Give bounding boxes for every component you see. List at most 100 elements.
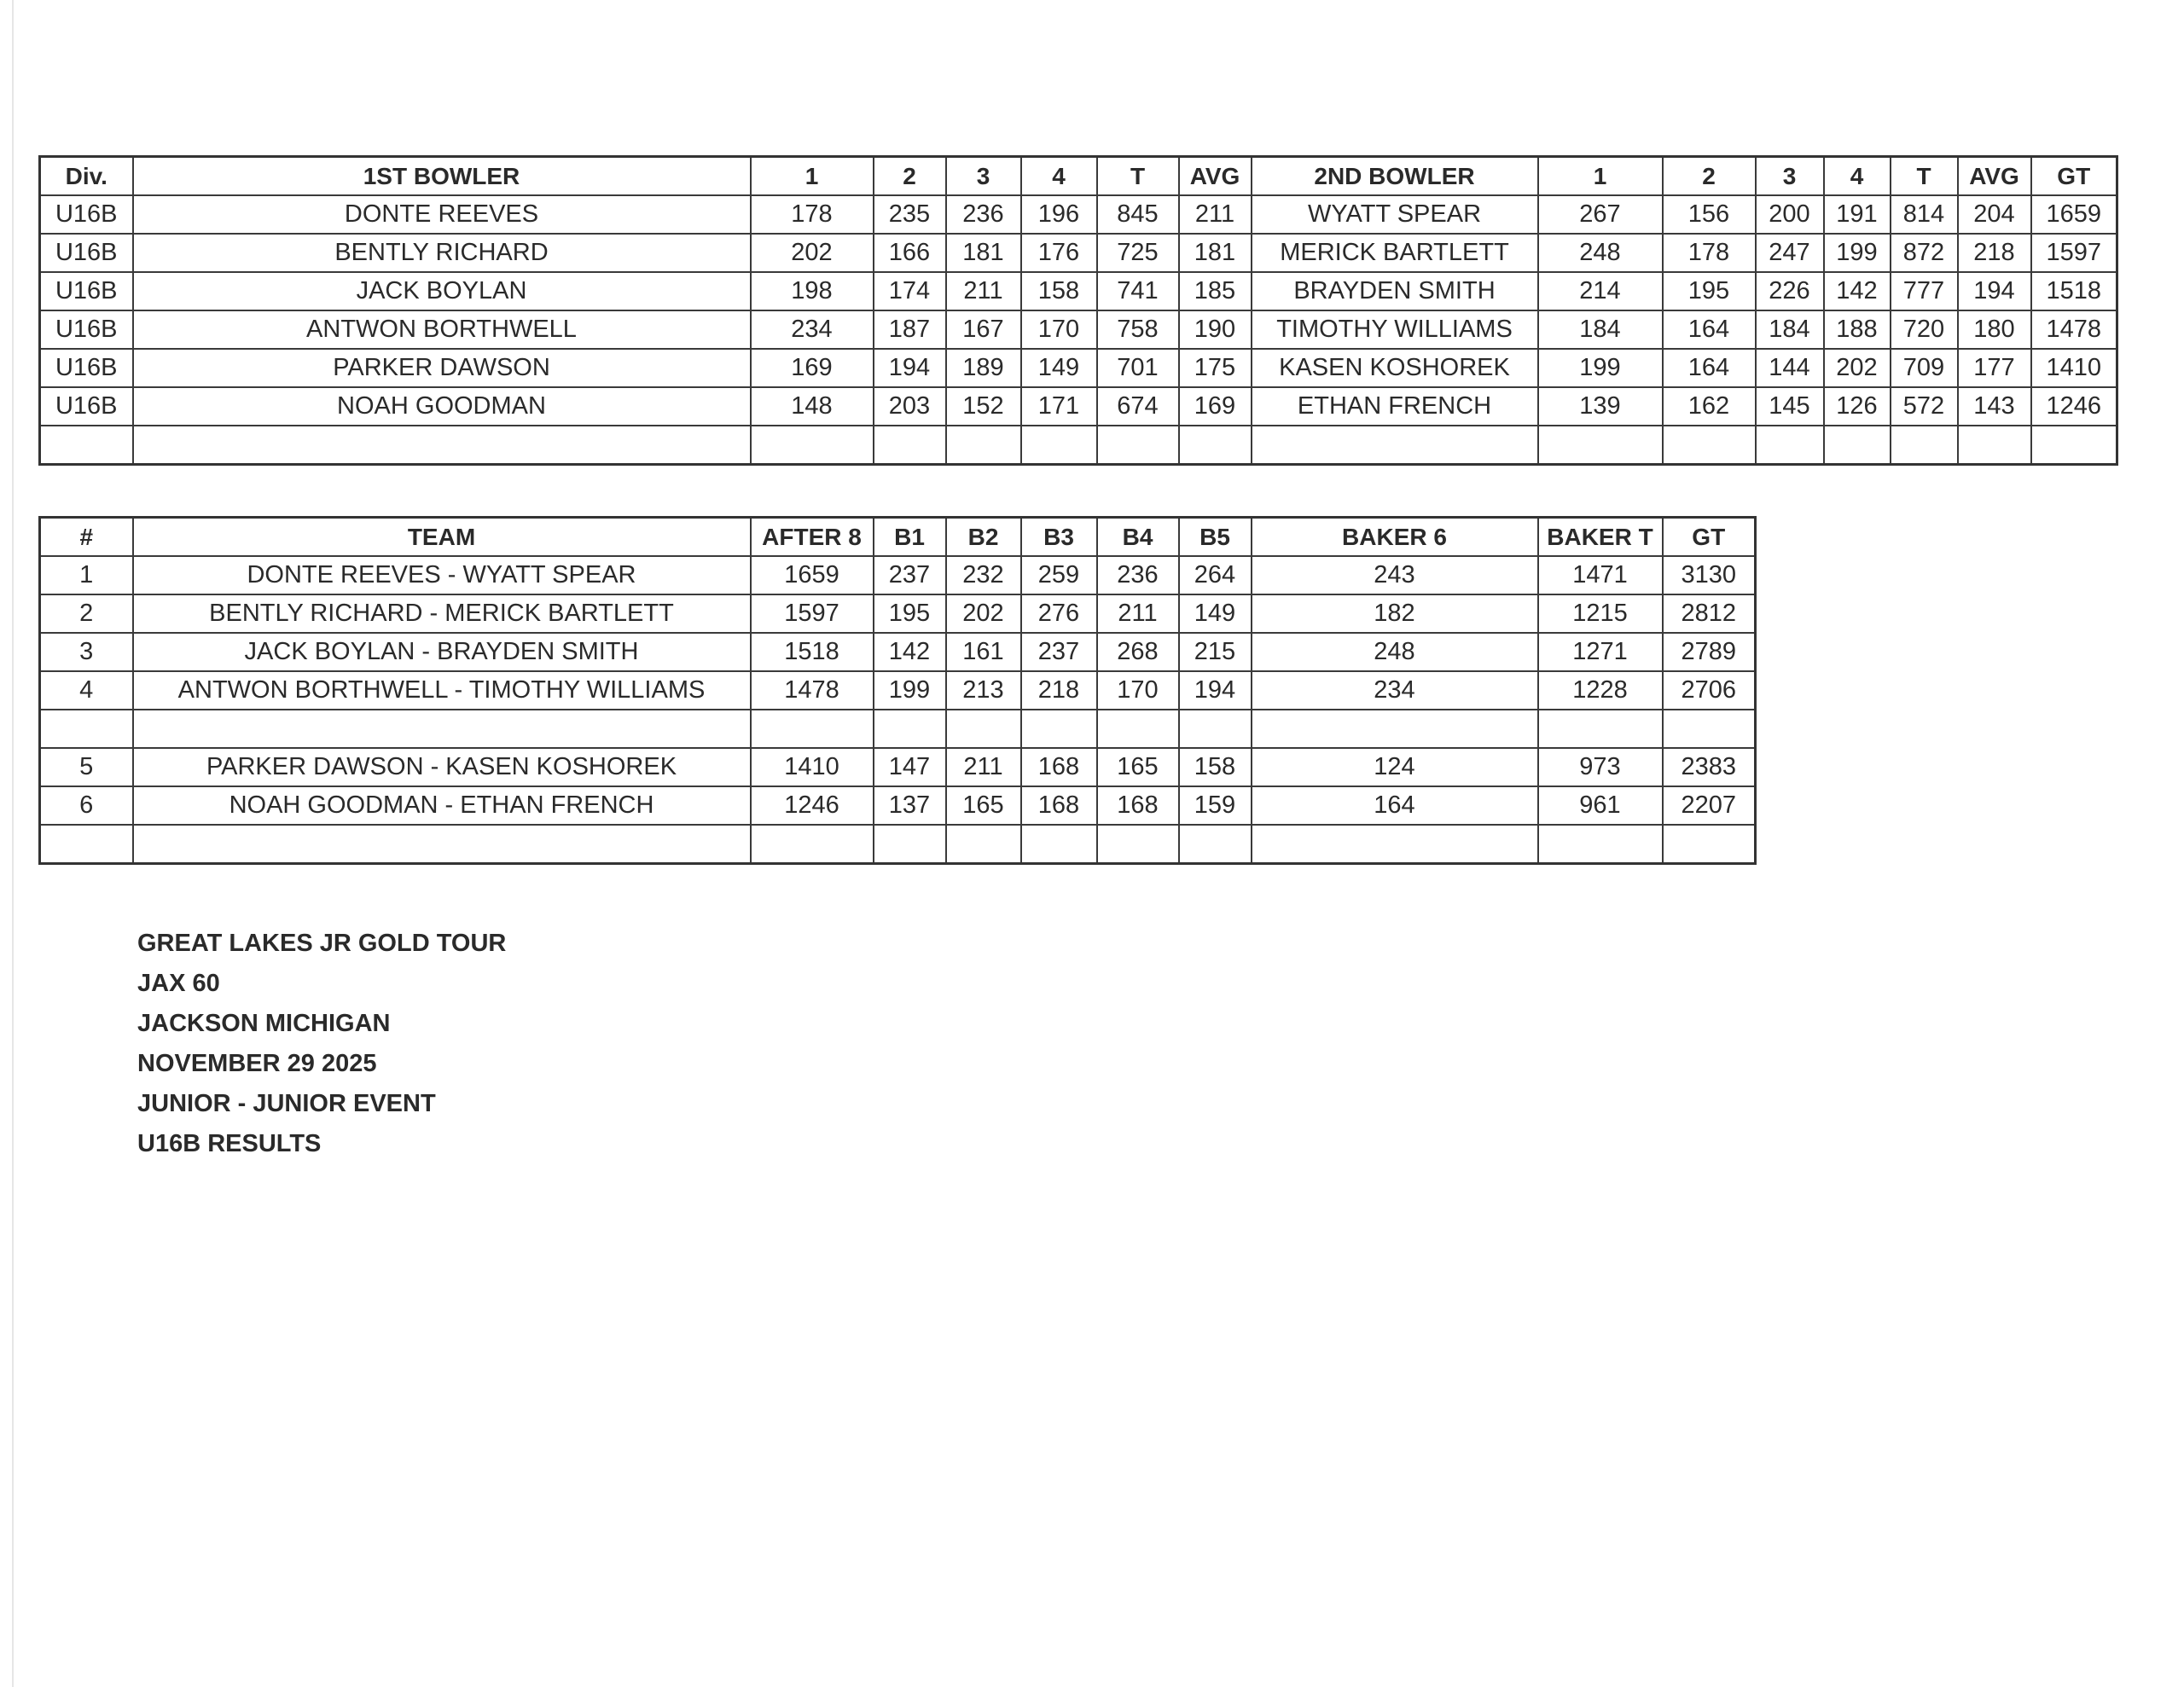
column-header: 3 [944, 155, 1022, 196]
table-cell [1889, 425, 1959, 466]
table-cell: 2383 [1661, 747, 1757, 787]
table-cell: 215 [1177, 632, 1252, 672]
column-header: B2 [944, 516, 1022, 557]
table-cell [131, 824, 752, 865]
table-cell: 720 [1889, 310, 1959, 350]
table-cell: 152 [944, 386, 1022, 426]
bowler-results-table: Div. 1ST BOWLER 1 2 3 4 T AVG 2ND BOWLER 1 2 3 4 T AVG… [38, 155, 2118, 466]
table-cell [131, 709, 752, 749]
table-cell: 777 [1889, 271, 1959, 311]
table-cell: 194 [1177, 670, 1252, 710]
table-cell: 234 [1250, 670, 1539, 710]
table-cell: 198 [749, 271, 874, 311]
table-cell: 177 [1956, 348, 2032, 388]
table-row: U16B ANTWON BORTHWELL 234 187 167 170 758 190 TI… [38, 310, 2118, 350]
table-cell: 248 [1250, 632, 1539, 672]
table-cell [1754, 425, 1825, 466]
table-cell: 124 [1250, 747, 1539, 787]
table-row [38, 709, 1757, 749]
column-header: B1 [872, 516, 947, 557]
table-cell: ANTWON BORTHWELL [131, 310, 752, 350]
column-header: GT [2030, 155, 2118, 196]
table-cell: 2812 [1661, 594, 1757, 634]
column-header: AVG [1956, 155, 2032, 196]
column-header: TEAM [131, 516, 752, 557]
table-cell: 213 [944, 670, 1022, 710]
event-info: GREAT LAKES JR GOLD TOUR JAX 60 JACKSON … [137, 924, 506, 1164]
table-cell [1956, 425, 2032, 466]
column-header: # [38, 516, 134, 557]
table-cell: DONTE REEVES [131, 194, 752, 235]
table-cell: 1246 [749, 786, 874, 826]
table-cell: 166 [872, 233, 947, 273]
page-edge [12, 0, 14, 1687]
table-cell: 190 [1177, 310, 1252, 350]
table-cell: 165 [1095, 747, 1180, 787]
table-cell: 1215 [1536, 594, 1664, 634]
table-cell: 178 [1661, 233, 1757, 273]
table-cell: 1246 [2030, 386, 2118, 426]
table-cell: KASEN KOSHOREK [1250, 348, 1539, 388]
table-cell: 218 [1019, 670, 1098, 710]
table-cell: 1271 [1536, 632, 1664, 672]
table-cell: 211 [1095, 594, 1180, 634]
table-row: 3 JACK BOYLAN - BRAYDEN SMITH 1518 142 161 23… [38, 632, 1757, 672]
table-row: 4 ANTWON BORTHWELL - TIMOTHY WILLIAMS 1478… [38, 670, 1757, 710]
table-cell [944, 425, 1022, 466]
table-cell: 180 [1956, 310, 2032, 350]
location: JACKSON MICHIGAN [137, 1010, 391, 1037]
table-cell [1177, 425, 1252, 466]
table-cell: 211 [944, 747, 1022, 787]
table-row: U16B PARKER DAWSON 169 194 189 149 701 175 KASEN… [38, 348, 2118, 388]
table-row: U16B NOAH GOODMAN 148 203 152 171 674 169 ETHAN … [38, 386, 2118, 426]
table-cell: 149 [1177, 594, 1252, 634]
table-cell: DONTE REEVES - WYATT SPEAR [131, 555, 752, 595]
table-cell [749, 824, 874, 865]
table-header-row: # TEAM AFTER 8 B1 B2 B3 B4 B5 BAKER 6 BAKER T GT [38, 516, 1757, 557]
table-cell: PARKER DAWSON - KASEN KOSHOREK [131, 747, 752, 787]
table-cell: 194 [872, 348, 947, 388]
table-cell: U16B [38, 348, 134, 388]
table-cell: 145 [1754, 386, 1825, 426]
table-cell: 211 [944, 271, 1022, 311]
table-cell: 1471 [1536, 555, 1664, 595]
table-cell: 1478 [749, 670, 874, 710]
table-row: U16B BENTLY RICHARD 202 166 181 176 725 181 MERI… [38, 233, 2118, 273]
table-cell: 226 [1754, 271, 1825, 311]
table-cell: JACK BOYLAN - BRAYDEN SMITH [131, 632, 752, 672]
table-cell: 741 [1095, 271, 1180, 311]
table-cell: 1518 [749, 632, 874, 672]
table-cell: 170 [1095, 670, 1180, 710]
table-cell: 158 [1177, 747, 1252, 787]
table-cell: NOAH GOODMAN - ETHAN FRENCH [131, 786, 752, 826]
table-cell: 725 [1095, 233, 1180, 273]
tour-name: GREAT LAKES JR GOLD TOUR [137, 930, 507, 957]
table-cell: 218 [1956, 233, 2032, 273]
table-cell: BENTLY RICHARD [131, 233, 752, 273]
table-row: U16B DONTE REEVES 178 235 236 196 845 211 WYATT … [38, 194, 2118, 235]
column-header: Div. [38, 155, 134, 196]
table-cell: 235 [872, 194, 947, 235]
table-cell: 191 [1822, 194, 1891, 235]
column-header: AFTER 8 [749, 516, 874, 557]
table-row: 5 PARKER DAWSON - KASEN KOSHOREK 1410 147 21… [38, 747, 1757, 787]
table-cell: 147 [872, 747, 947, 787]
column-header: B5 [1177, 516, 1252, 557]
table-cell: 187 [872, 310, 947, 350]
table-cell: 814 [1889, 194, 1959, 235]
column-header: B4 [1095, 516, 1180, 557]
table-row: 2 BENTLY RICHARD - MERICK BARTLETT 1597 195… [38, 594, 1757, 634]
table-cell: 149 [1019, 348, 1098, 388]
table-cell [1661, 824, 1757, 865]
table-cell: 175 [1177, 348, 1252, 388]
table-cell: 214 [1536, 271, 1664, 311]
table-cell: 142 [872, 632, 947, 672]
column-header: 1ST BOWLER [131, 155, 752, 196]
table-cell [1536, 425, 1664, 466]
table-cell: 1410 [749, 747, 874, 787]
table-cell: 1597 [2030, 233, 2118, 273]
table-cell: ETHAN FRENCH [1250, 386, 1539, 426]
center-name: JAX 60 [137, 970, 220, 997]
column-header: 1 [749, 155, 874, 196]
table-cell: 164 [1250, 786, 1539, 826]
